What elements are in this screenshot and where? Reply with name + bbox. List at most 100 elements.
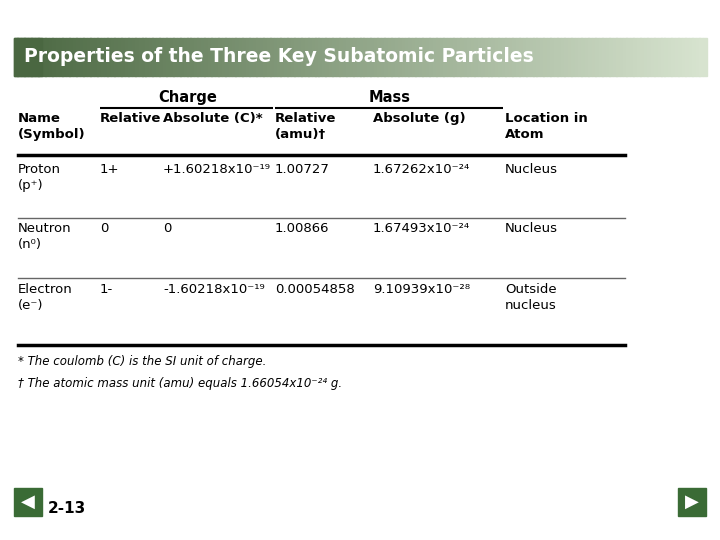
Bar [636, 38, 641, 76]
Bar [350, 38, 354, 76]
Bar [370, 38, 374, 76]
Bar [512, 38, 516, 76]
Bar [211, 38, 215, 76]
Bar [668, 38, 672, 76]
Bar [588, 38, 593, 76]
Bar [419, 38, 423, 76]
Bar [107, 38, 112, 76]
Bar [318, 38, 323, 76]
Bar [460, 38, 464, 76]
Text: Absolute (g): Absolute (g) [373, 112, 466, 125]
Bar [387, 38, 392, 76]
Bar [197, 38, 202, 76]
Bar [187, 38, 191, 76]
Text: Charge: Charge [158, 90, 217, 105]
Bar [49, 38, 53, 76]
Text: Outside
nucleus: Outside nucleus [505, 283, 557, 312]
Bar [339, 38, 343, 76]
Bar [485, 38, 488, 76]
Bar [346, 38, 350, 76]
Bar [682, 38, 685, 76]
Bar [557, 38, 561, 76]
Text: Relative
(amu)†: Relative (amu)† [275, 112, 336, 141]
Bar [575, 38, 578, 76]
Bar [699, 38, 703, 76]
Bar [243, 38, 246, 76]
Bar [301, 38, 305, 76]
Bar [360, 38, 364, 76]
Bar [333, 38, 336, 76]
Text: 2-13: 2-13 [48, 501, 86, 516]
Bar [31, 38, 35, 76]
Bar [263, 38, 267, 76]
Bar [218, 38, 222, 76]
Bar [457, 38, 461, 76]
Bar [142, 38, 146, 76]
Bar [42, 38, 45, 76]
Text: Mass: Mass [369, 90, 411, 105]
Bar [35, 38, 39, 76]
Bar [554, 38, 558, 76]
Bar [592, 38, 595, 76]
Bar [291, 38, 294, 76]
Bar [657, 38, 662, 76]
Bar [481, 38, 485, 76]
Bar [654, 38, 658, 76]
Text: Nucleus: Nucleus [505, 222, 558, 235]
Bar [498, 38, 503, 76]
Bar [215, 38, 219, 76]
Bar [104, 38, 108, 76]
Bar [17, 38, 22, 76]
Bar [689, 38, 693, 76]
Bar [138, 38, 143, 76]
Bar [176, 38, 181, 76]
Bar [208, 38, 212, 76]
Bar [429, 38, 433, 76]
Bar [640, 38, 644, 76]
Bar [256, 38, 260, 76]
Bar [477, 38, 482, 76]
Bar [547, 38, 551, 76]
Bar [644, 38, 648, 76]
Bar [585, 38, 589, 76]
Bar [446, 38, 451, 76]
Bar [94, 38, 97, 76]
Text: 1.00727: 1.00727 [275, 163, 330, 176]
Bar [294, 38, 298, 76]
Bar [675, 38, 679, 76]
Bar [184, 38, 187, 76]
Bar [661, 38, 665, 76]
Bar [578, 38, 582, 76]
Text: 0: 0 [163, 222, 171, 235]
Bar [63, 38, 66, 76]
Text: * The coulomb (C) is the SI unit of charge.: * The coulomb (C) is the SI unit of char… [18, 355, 266, 368]
Bar [550, 38, 554, 76]
Bar [239, 38, 243, 76]
Text: Nucleus: Nucleus [505, 163, 558, 176]
Bar [678, 38, 683, 76]
Text: 0.00054858: 0.00054858 [275, 283, 355, 296]
Bar [246, 38, 250, 76]
Bar [28, 38, 32, 76]
Bar [440, 38, 444, 76]
Bar [665, 38, 668, 76]
Text: 9.10939x10⁻²⁸: 9.10939x10⁻²⁸ [373, 283, 470, 296]
Bar [59, 38, 63, 76]
Bar [308, 38, 312, 76]
Bar [249, 38, 253, 76]
Text: 1.00866: 1.00866 [275, 222, 330, 235]
Bar [602, 38, 606, 76]
Bar [692, 38, 696, 76]
Bar [149, 38, 153, 76]
Bar [374, 38, 378, 76]
Bar [38, 38, 42, 76]
Bar [544, 38, 547, 76]
Bar [97, 38, 101, 76]
Bar [163, 38, 167, 76]
Text: ◀: ◀ [21, 493, 35, 511]
Bar [253, 38, 257, 76]
Bar [228, 38, 233, 76]
Bar [266, 38, 271, 76]
Text: Name
(Symbol): Name (Symbol) [18, 112, 86, 141]
Bar [173, 38, 177, 76]
